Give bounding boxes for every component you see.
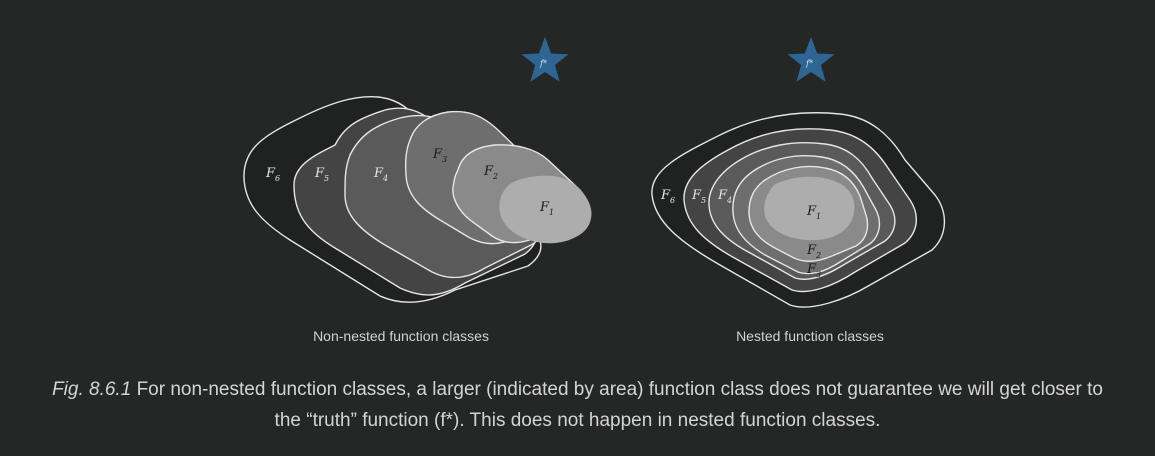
label-f3-non-nested: F3: [432, 147, 447, 164]
star-icon: f*: [787, 37, 835, 82]
label-f1-non-nested: F1: [539, 200, 554, 217]
star-icon: f*: [521, 37, 569, 82]
label-f3-nested: F3: [806, 262, 821, 279]
label-f6-nested: F6: [660, 188, 675, 205]
caption-text-2: the “truth” function (f*). This does not…: [274, 410, 881, 431]
label-f1-nested: F1: [806, 204, 821, 221]
star-label-left: f*: [539, 59, 547, 68]
nested-label: Nested function classes: [736, 328, 884, 344]
figure-caption: Fig. 8.6.1 For non-nested function class…: [0, 374, 1155, 436]
label-f6-non-nested: F6: [265, 166, 280, 183]
function-classes-diagram: F6 F5 F4 F3 F2 F1 f* Non-nested function…: [243, 37, 946, 344]
region-f1-non-nested: [499, 175, 592, 244]
label-f4-nested: F4: [717, 188, 732, 205]
label-f5-non-nested: F5: [314, 166, 329, 183]
figure-number: Fig. 8.6.1: [52, 379, 132, 400]
label-f2-nested: F2: [806, 243, 821, 260]
non-nested-panel: F6 F5 F4 F3 F2 F1 f* Non-nested function…: [243, 37, 592, 344]
label-f2-non-nested: F2: [483, 164, 498, 181]
region-f1-nested: [764, 176, 855, 241]
non-nested-label: Non-nested function classes: [313, 328, 489, 344]
label-f5-nested: F5: [691, 188, 706, 205]
nested-panel: F6 F5 F4 F1 F2 F3 f* Nested function cla…: [651, 37, 946, 344]
caption-text-1: For non-nested function classes, a large…: [136, 379, 1103, 400]
label-f4-non-nested: F4: [373, 166, 388, 183]
caption-line-1: Fig. 8.6.1 For non-nested function class…: [0, 374, 1155, 405]
star-label-right: f*: [805, 59, 813, 68]
